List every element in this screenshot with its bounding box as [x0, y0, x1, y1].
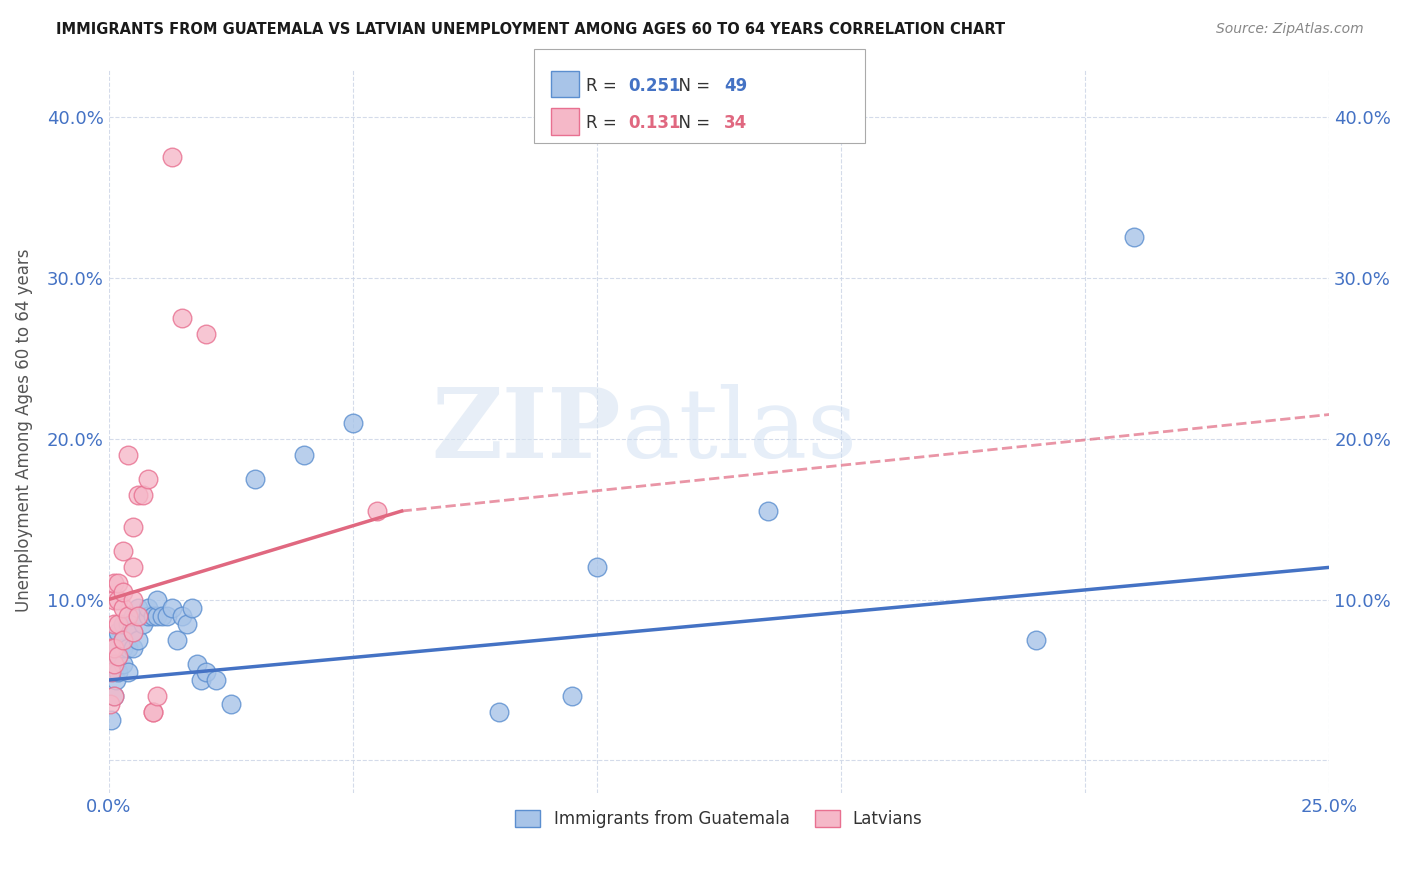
Point: [186, 657, 208, 671]
Point: [100, 665, 122, 679]
Point: [156, 608, 179, 623]
Point: [98, 697, 121, 711]
Point: [132, 616, 155, 631]
Point: [195, 326, 218, 341]
Point: [160, 150, 183, 164]
Point: [122, 624, 145, 639]
Legend: Immigrants from Guatemala, Latvians: Immigrants from Guatemala, Latvians: [509, 804, 929, 835]
Text: IMMIGRANTS FROM GUATEMALA VS LATVIAN UNEMPLOYMENT AMONG AGES 60 TO 64 YEARS CORR: IMMIGRANTS FROM GUATEMALA VS LATVIAN UNE…: [56, 22, 1005, 37]
Point: [136, 600, 159, 615]
Point: [100, 713, 122, 727]
Point: [103, 665, 125, 679]
Point: [127, 608, 149, 623]
Point: [142, 705, 165, 719]
Point: [122, 592, 145, 607]
Point: [176, 616, 198, 631]
Point: [756, 504, 779, 518]
Point: [1025, 632, 1047, 647]
Point: [132, 488, 155, 502]
Text: atlas: atlas: [621, 384, 858, 477]
Text: R =: R =: [586, 114, 623, 132]
Point: [107, 648, 129, 663]
Point: [122, 520, 145, 534]
Point: [586, 560, 609, 574]
Point: [160, 600, 183, 615]
Point: [150, 608, 173, 623]
Point: [292, 448, 315, 462]
Point: [205, 673, 228, 687]
Point: [107, 648, 129, 663]
Point: [219, 697, 242, 711]
Point: [103, 632, 125, 647]
Point: [117, 665, 139, 679]
Point: [112, 616, 135, 631]
Point: [100, 640, 122, 655]
Point: [107, 592, 129, 607]
Point: [122, 624, 145, 639]
Point: [122, 640, 145, 655]
Point: [190, 673, 212, 687]
Point: [103, 689, 125, 703]
Point: [103, 592, 125, 607]
Text: 49: 49: [724, 77, 748, 95]
Point: [117, 608, 139, 623]
Text: Source: ZipAtlas.com: Source: ZipAtlas.com: [1216, 22, 1364, 37]
Point: [107, 576, 129, 591]
Point: [112, 544, 135, 558]
Point: [107, 640, 129, 655]
Point: [146, 689, 169, 703]
Point: [243, 472, 266, 486]
Point: [170, 608, 193, 623]
Point: [103, 616, 125, 631]
Point: [180, 600, 202, 615]
Text: ZIP: ZIP: [432, 384, 621, 477]
Point: [146, 592, 169, 607]
Point: [142, 705, 165, 719]
Point: [166, 632, 188, 647]
Point: [122, 560, 145, 574]
Point: [127, 632, 149, 647]
Point: [104, 673, 127, 687]
Point: [103, 640, 125, 655]
Point: [488, 705, 510, 719]
Point: [117, 448, 139, 462]
Point: [112, 657, 135, 671]
Point: [112, 600, 135, 615]
Point: [136, 472, 159, 486]
Point: [112, 584, 135, 599]
Point: [112, 632, 135, 647]
Point: [107, 665, 129, 679]
Point: [1123, 230, 1146, 244]
Point: [136, 608, 159, 623]
Point: [112, 640, 135, 655]
Point: [195, 665, 218, 679]
Text: N =: N =: [668, 114, 716, 132]
Point: [127, 488, 149, 502]
Text: R =: R =: [586, 77, 623, 95]
Point: [342, 416, 364, 430]
Point: [170, 310, 193, 325]
Point: [561, 689, 583, 703]
Point: [117, 640, 139, 655]
Point: [127, 600, 149, 615]
Point: [107, 624, 129, 639]
Text: 34: 34: [724, 114, 748, 132]
Point: [117, 616, 139, 631]
Point: [112, 632, 135, 647]
Y-axis label: Unemployment Among Ages 60 to 64 years: Unemployment Among Ages 60 to 64 years: [15, 249, 32, 612]
Text: N =: N =: [668, 77, 716, 95]
Point: [103, 657, 125, 671]
Point: [103, 576, 125, 591]
Point: [103, 648, 125, 663]
Point: [142, 608, 165, 623]
Point: [107, 616, 129, 631]
Point: [103, 689, 125, 703]
Text: 0.131: 0.131: [628, 114, 681, 132]
Point: [122, 608, 145, 623]
Point: [146, 608, 169, 623]
Text: 0.251: 0.251: [628, 77, 681, 95]
Point: [366, 504, 388, 518]
